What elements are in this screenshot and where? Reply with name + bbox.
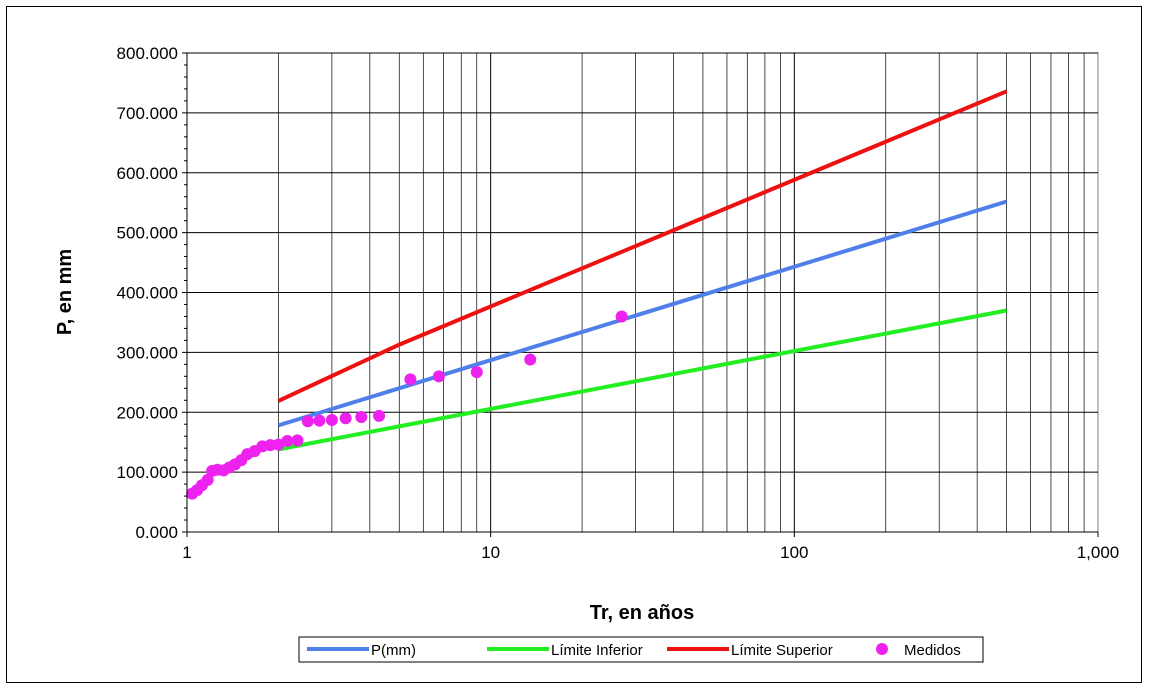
y-tick-label: 200.000 (117, 403, 178, 422)
y-tick-label: 800.000 (117, 44, 178, 63)
legend-limite-inferior-label: Límite Inferior (551, 642, 643, 659)
series-medidos-point (291, 434, 304, 447)
legend-limite-superior-label: Límite Superior (731, 642, 833, 659)
series-medidos-point (201, 473, 214, 486)
series-p-mm-line (277, 199, 1008, 428)
series-medidos-point (355, 411, 368, 424)
x-tick-label: 10 (481, 543, 500, 562)
x-tick-label: 100 (780, 543, 808, 562)
legend: P(mm) Límite Inferior Límite Superior Medid… (298, 636, 984, 663)
legend-items: P(mm) Límite Inferior Límite Superior Medid… (307, 642, 961, 659)
series-medidos-point (373, 409, 386, 422)
x-axis-title: Tr, en años (590, 602, 694, 624)
series-medidos-point (313, 414, 326, 427)
y-tick-label: 0.000 (135, 523, 178, 542)
x-tick-label: 1 (182, 543, 191, 562)
y-tick-label: 500.000 (117, 224, 178, 243)
series-layer (186, 89, 1008, 500)
grid-layer (187, 52, 1098, 532)
series-medidos-point (339, 412, 352, 425)
y-tick-label: 400.000 (117, 284, 178, 303)
y-tick-label: 700.000 (117, 104, 178, 123)
axis-layer: 0.000 100.000 200.000 300.000 400.000 500.000… (117, 44, 1120, 562)
y-axis-title: P, en mm (54, 249, 76, 335)
legend-p-mm-label: P(mm) (371, 642, 416, 659)
series-medidos-point (470, 366, 483, 379)
chart-frame: 0.000 100.000 200.000 300.000 400.000 500.000… (6, 6, 1142, 683)
y-tick-label: 300.000 (117, 343, 178, 362)
series-limite-superior-line (277, 89, 1008, 403)
series-medidos-point (325, 414, 338, 427)
series-limite-inferior-line (278, 308, 1007, 452)
series-medidos-point (432, 370, 445, 383)
chart-svg: 0.000 100.000 200.000 300.000 400.000 500.000… (54, 44, 1120, 663)
legend-medidos-label: Medidos (904, 642, 961, 659)
y-tick-label: 600.000 (117, 164, 178, 183)
series-medidos-point (281, 434, 294, 447)
series-medidos-point (615, 310, 628, 323)
series-medidos-point (524, 353, 537, 366)
series-medidos-point (404, 373, 417, 386)
legend-medidos-swatch (876, 643, 888, 655)
y-tick-label: 100.000 (117, 463, 178, 482)
x-tick-label: 1,000 (1077, 543, 1120, 562)
legend-box (298, 636, 984, 663)
series-medidos-point (301, 415, 314, 428)
